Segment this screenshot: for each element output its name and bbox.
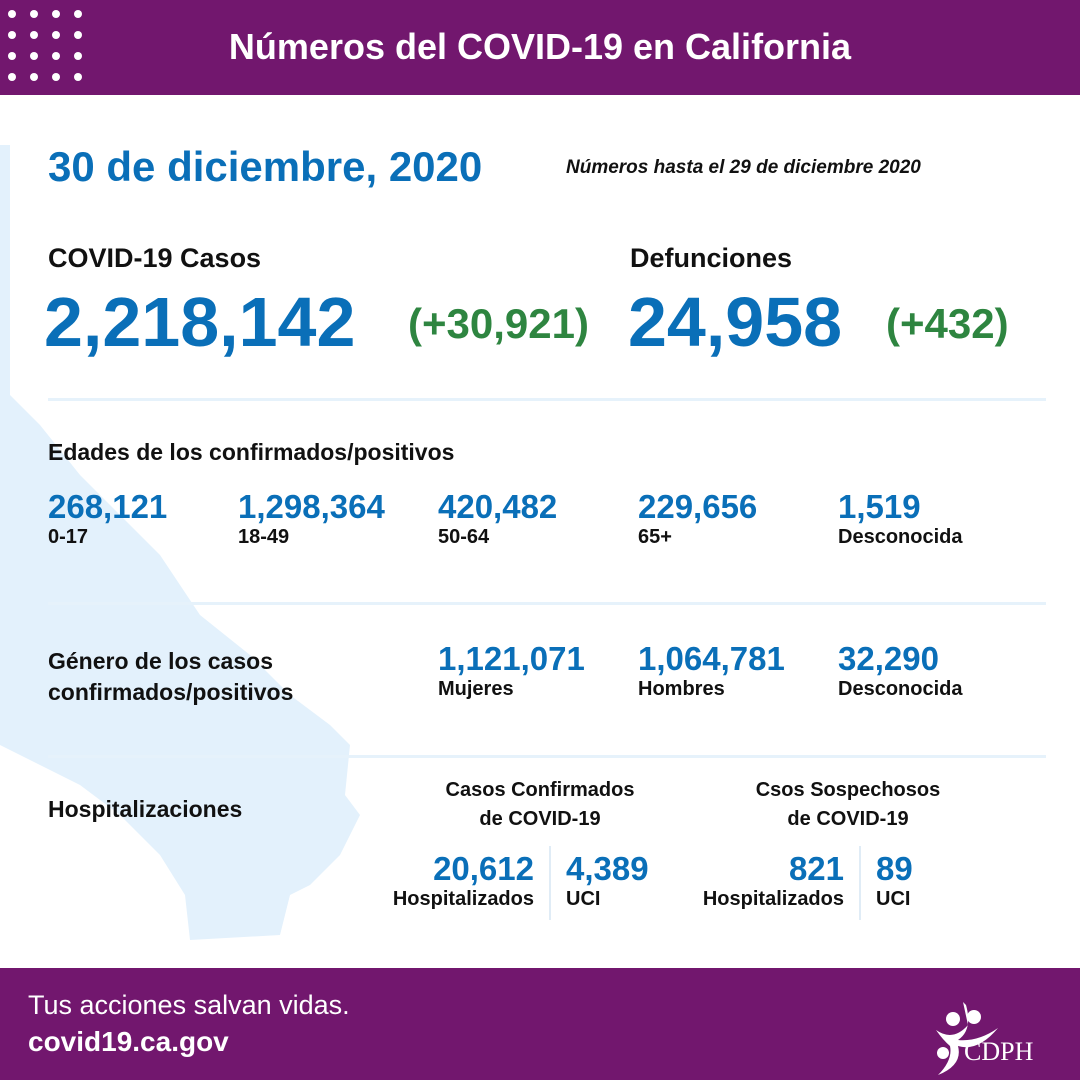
gender-value: 32,290 xyxy=(838,640,939,677)
age-item: 1,519 Desconocida xyxy=(838,488,962,549)
gender-item: 1,121,071 Mujeres xyxy=(438,640,585,701)
gender-heading-line1: Género de los casos xyxy=(48,648,273,674)
confirmed-title-line2: de COVID-19 xyxy=(479,808,601,830)
tagline: Tus acciones salvan vidas. xyxy=(28,990,350,1020)
suspected-hosp: 821 Hospitalizados xyxy=(680,850,844,911)
cdph-logo-text: CDPH xyxy=(964,1037,1034,1066)
ages-heading: Edades de los confirmados/positivos xyxy=(48,439,455,465)
header-bar: Números del COVID-19 en California xyxy=(0,0,1080,95)
suspected-title-line1: Csos Sospechosos xyxy=(755,779,941,801)
suspected-icu-label: UCI xyxy=(876,888,911,910)
page-title: Números del COVID-19 en California xyxy=(228,26,852,67)
confirmed-icu-label: UCI xyxy=(566,888,601,910)
cases-total: 2,218,142 xyxy=(44,283,356,361)
cdph-logo: CDPH xyxy=(928,980,1058,1075)
confirmed-icu: 4,389 UCI xyxy=(566,850,649,911)
age-item: 229,656 65+ xyxy=(638,488,757,549)
california-map-background xyxy=(0,145,360,940)
deaths-change: (+432) xyxy=(886,300,1009,347)
cases-label: COVID-19 Casos xyxy=(48,243,262,273)
report-date: 30 de diciembre, 2020 xyxy=(48,143,483,190)
age-item: 268,121 0-17 xyxy=(48,488,167,549)
as-of-note: Números hasta el 29 de diciembre 2020 xyxy=(566,157,921,178)
gender-label: Desconocida xyxy=(838,678,963,700)
age-value: 420,482 xyxy=(438,488,558,525)
gender-value: 1,121,071 xyxy=(438,640,585,677)
cdph-figures-icon xyxy=(936,1002,998,1075)
age-value: 1,519 xyxy=(838,488,921,525)
age-value: 229,656 xyxy=(638,488,758,525)
confirmed-hosp-value: 20,612 xyxy=(433,850,534,887)
hosp-heading: Hospitalizaciones xyxy=(48,796,243,822)
deaths-total: 24,958 xyxy=(628,283,843,361)
suspected-hosp-label: Hospitalizados xyxy=(702,888,844,910)
age-value: 1,298,364 xyxy=(238,488,385,525)
confirmed-title-line1: Casos Confirmados xyxy=(445,779,635,801)
suspected-icu-value: 89 xyxy=(876,850,913,887)
confirmed-hosp: 20,612 Hospitalizados xyxy=(370,850,534,911)
suspected-title-line2: de COVID-19 xyxy=(787,808,909,830)
divider xyxy=(549,846,551,920)
cases-change: (+30,921) xyxy=(408,300,589,347)
dots-decoration xyxy=(8,10,88,85)
confirmed-hosp-label: Hospitalizados xyxy=(392,888,534,910)
divider xyxy=(48,398,1046,401)
confirmed-icu-value: 4,389 xyxy=(566,850,649,887)
age-label: 50-64 xyxy=(438,526,490,548)
age-label: 65+ xyxy=(638,526,672,548)
deaths-label: Defunciones xyxy=(630,243,793,273)
footer-bar: Tus acciones salvan vidas. covid19.ca.go… xyxy=(0,968,1080,1080)
suspected-hosp-value: 821 xyxy=(788,850,844,887)
divider xyxy=(48,602,1046,605)
gender-heading-line2: confirmados/positivos xyxy=(48,679,294,705)
suspected-icu: 89 UCI xyxy=(876,850,913,911)
gender-label: Mujeres xyxy=(438,678,514,700)
gender-heading: Género de los casos confirmados/positivos xyxy=(48,646,293,708)
divider xyxy=(859,846,861,920)
age-item: 420,482 50-64 xyxy=(438,488,557,549)
gender-label: Hombres xyxy=(638,678,725,700)
age-label: 18-49 xyxy=(238,526,290,548)
gender-value: 1,064,781 xyxy=(638,640,785,677)
confirmed-title: Casos Confirmados de COVID-19 xyxy=(420,776,660,834)
suspected-title: Csos Sospechosos de COVID-19 xyxy=(728,776,968,834)
website-link[interactable]: covid19.ca.gov xyxy=(28,1026,229,1057)
divider xyxy=(48,755,1046,758)
age-value: 268,121 xyxy=(48,488,168,525)
age-item: 1,298,364 18-49 xyxy=(238,488,385,549)
age-label: Desconocida xyxy=(838,526,963,548)
gender-item: 1,064,781 Hombres xyxy=(638,640,785,701)
age-label: 0-17 xyxy=(48,526,89,548)
gender-item: 32,290 Desconocida xyxy=(838,640,962,701)
